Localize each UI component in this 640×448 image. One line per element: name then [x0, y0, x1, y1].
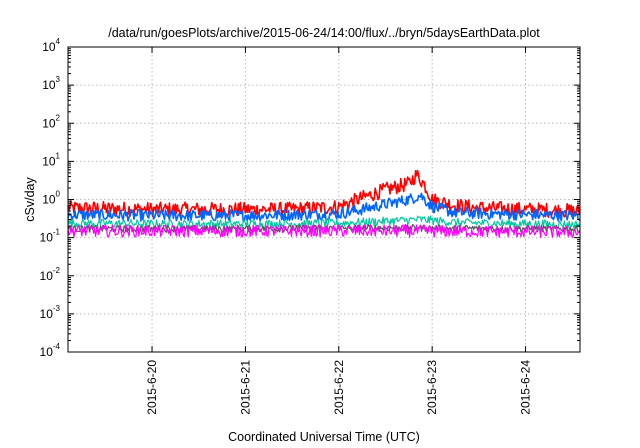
x-tick-label: 2015-6-21 [238, 360, 252, 415]
series-line [67, 215, 581, 229]
y-tick-exponent: -1 [53, 228, 61, 237]
series-line [67, 169, 581, 219]
y-tick-base: 10 [42, 154, 56, 168]
y-tick-label: 103 [42, 75, 60, 92]
y-tick-base: 10 [40, 231, 54, 245]
y-tick-exponent: -2 [53, 266, 61, 275]
y-tick-base: 10 [42, 78, 56, 92]
y-tick-base: 10 [40, 307, 54, 321]
y-tick-exponent: 0 [56, 190, 61, 199]
x-tick-labels: 2015-6-20 2015-6-21 2015-6-22 2015-6-23 2015… [145, 360, 532, 415]
y-tick-base: 10 [42, 116, 56, 130]
y-tick-label: 100 [42, 190, 60, 207]
x-tick-label: 2015-6-20 [145, 360, 159, 415]
y-tick-exponent: 4 [56, 37, 61, 46]
y-tick-base: 10 [40, 269, 54, 283]
y-axis-label: cSv/day [23, 177, 37, 222]
y-tick-base: 10 [42, 193, 56, 207]
y-tick-exponent: -4 [53, 342, 61, 351]
y-tick-label: 10-4 [40, 342, 61, 359]
series-lines [67, 169, 581, 239]
x-tick-label: 2015-6-24 [519, 360, 533, 415]
y-tick-base: 10 [40, 345, 54, 359]
y-tick-label: 10-3 [40, 304, 61, 321]
y-tick-label: 104 [42, 37, 60, 54]
x-axis-label: Coordinated Universal Time (UTC) [228, 430, 420, 444]
x-tick-label: 2015-6-23 [425, 360, 439, 415]
y-tick-base: 10 [42, 40, 56, 54]
series-line [67, 224, 581, 239]
y-tick-exponent: -3 [53, 304, 61, 313]
y-tick-label: 10-2 [40, 266, 61, 283]
series-line [67, 192, 581, 223]
y-tick-label: 10-1 [40, 228, 61, 245]
axis-ticks [68, 46, 580, 353]
chart-title: /data/run/goesPlots/archive/2015-06-24/1… [108, 26, 540, 40]
y-tick-label: 102 [42, 113, 60, 130]
y-tick-label: 101 [42, 151, 60, 168]
y-tick-exponent: 3 [56, 75, 61, 84]
x-tick-label: 2015-6-22 [332, 360, 346, 415]
y-tick-exponent: 2 [56, 113, 61, 122]
y-tick-exponent: 1 [56, 151, 61, 160]
